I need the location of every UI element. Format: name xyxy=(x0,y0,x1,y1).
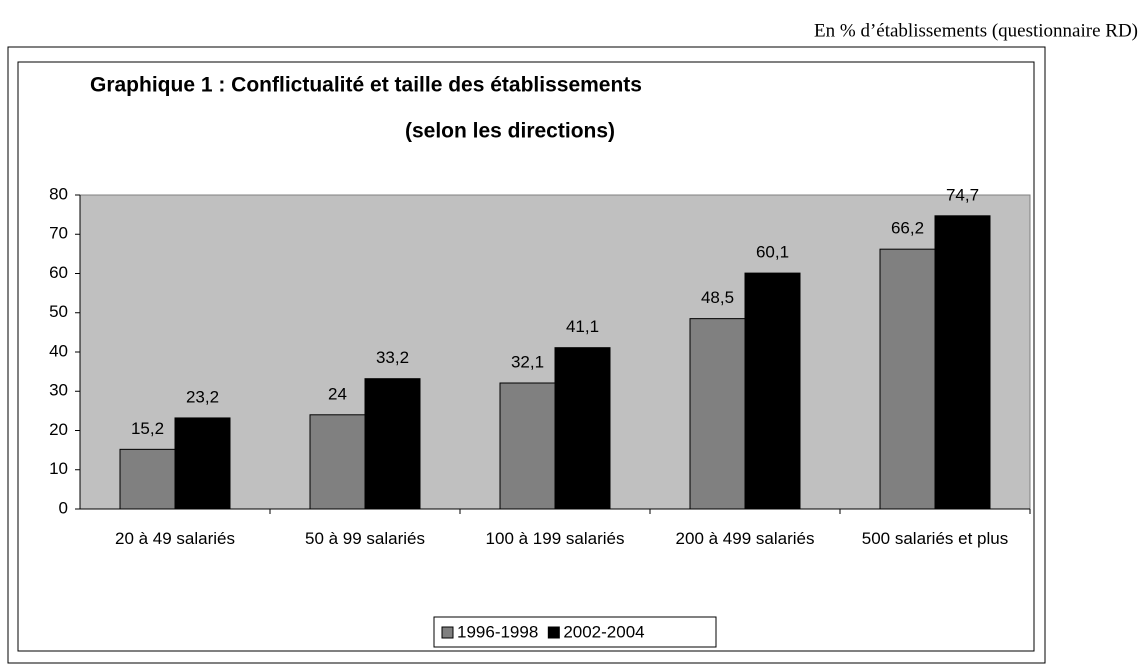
data-label: 33,2 xyxy=(376,348,409,367)
y-tick-label: 30 xyxy=(49,381,68,400)
outer-frame xyxy=(7,46,1046,664)
data-label: 60,1 xyxy=(756,243,789,262)
x-tick-label: 20 à 49 salariés xyxy=(114,529,236,548)
chart-subtitle: (selon les directions) xyxy=(405,120,615,143)
legend-swatch xyxy=(547,626,560,639)
legend-label: 2002-2004 xyxy=(563,622,644,641)
annotation: En % d’établissements (questionnaire RD) xyxy=(814,20,1138,41)
legend-box xyxy=(433,616,717,648)
data-label: 23,2 xyxy=(186,387,219,406)
x-tick-label: 100 à 199 salariés xyxy=(485,529,625,548)
data-label: 41,1 xyxy=(566,317,599,336)
y-tick-label: 50 xyxy=(49,302,68,321)
bar xyxy=(744,272,801,510)
bar xyxy=(309,414,366,510)
y-tick-label: 10 xyxy=(49,459,68,478)
bar xyxy=(499,382,556,510)
data-label: 24 xyxy=(328,384,347,403)
y-tick-label: 70 xyxy=(49,224,68,243)
x-tick-label: 50 à 99 salariés xyxy=(304,529,426,548)
y-tick-label: 20 xyxy=(49,420,68,439)
bar xyxy=(119,448,176,510)
legend-swatch xyxy=(441,626,454,639)
bar xyxy=(879,248,936,510)
y-tick-label: 60 xyxy=(49,263,68,282)
data-label: 74,7 xyxy=(946,185,979,204)
y-tick-label: 40 xyxy=(49,341,68,360)
x-tick-label: 200 à 499 salariés xyxy=(675,529,815,548)
bar xyxy=(364,378,421,510)
data-label: 15,2 xyxy=(131,419,164,438)
data-label: 32,1 xyxy=(511,352,544,371)
chart-title: Graphique 1 : Conflictualité et taille d… xyxy=(90,74,642,97)
bar xyxy=(689,318,746,510)
data-label: 66,2 xyxy=(891,219,924,238)
x-tick-label: 500 salariés et plus xyxy=(861,529,1009,548)
bar xyxy=(554,347,611,510)
y-tick-label: 80 xyxy=(49,184,68,203)
bar xyxy=(174,417,231,510)
y-tick-label: 0 xyxy=(59,498,68,517)
chart-frame xyxy=(17,61,1035,652)
bar xyxy=(934,215,991,510)
data-label: 48,5 xyxy=(701,288,734,307)
legend-label: 1996-1998 xyxy=(457,622,538,641)
